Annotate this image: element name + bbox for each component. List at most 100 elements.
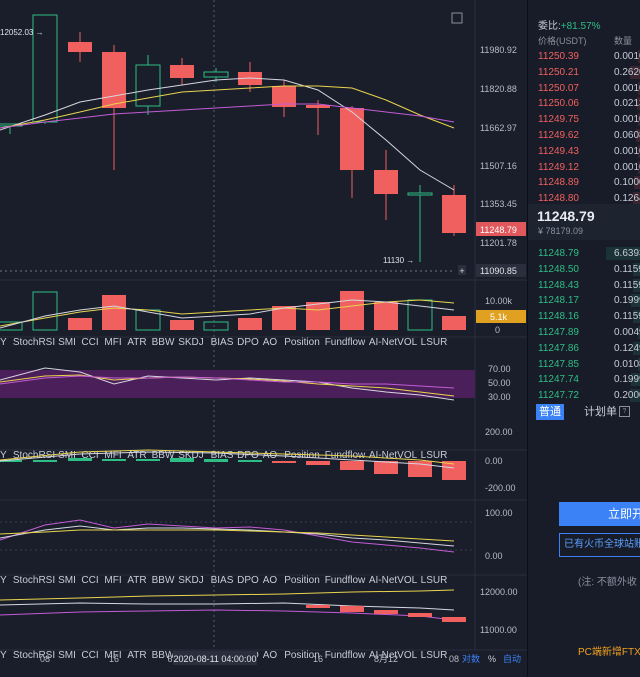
indicator-tab-atr[interactable]: ATR (127, 650, 146, 661)
indicator-tab-dpo[interactable]: DPO (237, 575, 259, 586)
ask-depth-bar (634, 176, 640, 190)
indicator-tab-bbw[interactable]: BBW (152, 337, 175, 348)
bid-row[interactable]: 11248.17 0.1999 (528, 294, 640, 308)
indicator-tab-bias[interactable]: BIAS (211, 450, 234, 461)
huobi-account-notice[interactable]: 已有火币全球站账 (559, 533, 640, 557)
indicator-tab-position[interactable]: Position (284, 337, 320, 348)
indicator-tab-fundflow[interactable]: Fundflow (325, 337, 366, 348)
indicator-tab-ao[interactable]: AO (263, 650, 278, 661)
indicator-tab-bbw[interactable]: BBW (152, 450, 175, 461)
candle-body-up (32, 14, 58, 123)
indicator-tab-cci[interactable]: CCI (81, 650, 98, 661)
panel-divider[interactable] (527, 0, 528, 677)
indicator-tab-atr[interactable]: ATR (127, 337, 146, 348)
indicator-tab-dpo[interactable]: DPO (237, 450, 259, 461)
indicator-tab-lsur[interactable]: LSUR (421, 450, 448, 461)
indicator-tab-lsur[interactable]: LSUR (421, 337, 448, 348)
indicator-tab-position[interactable]: Position (284, 650, 320, 661)
promo-text[interactable]: PC端新增FTX (578, 647, 640, 658)
chart-canvas[interactable]: 11980.92 11820.88 11662.97 11507.16 11353.45… (0, 0, 527, 677)
indicator-tab-stochrsi[interactable]: StochRSI (13, 450, 55, 461)
indicator-tab-bbw[interactable]: BBW (152, 650, 175, 661)
indicator-tab-mfi[interactable]: MFI (104, 575, 121, 586)
percent-scale-toggle[interactable]: % (488, 654, 496, 664)
ask-price: 11250.21 (538, 66, 579, 78)
indicator-tab-stochrsi[interactable]: StochRSI (13, 575, 55, 586)
bid-row[interactable]: 11248.50 0.1159 (528, 262, 640, 276)
indicator-tab-ai-netvol[interactable]: AI-NetVOL (369, 337, 418, 348)
indicator-tab-position[interactable]: Position (284, 575, 320, 586)
indicator-tab-ai-netvol[interactable]: AI-NetVOL (369, 575, 418, 586)
indicator-tab-smi[interactable]: SMI (58, 337, 76, 348)
log-scale-toggle[interactable]: 对数 (462, 653, 480, 664)
indicator-tab-ai-netvol[interactable]: AI-NetVOL (369, 650, 418, 661)
ask-price: 11250.06 (538, 98, 579, 110)
indicator-tab-fundflow[interactable]: Fundflow (325, 650, 366, 661)
indicator-tab-lsur[interactable]: LSUR (421, 575, 448, 586)
indicator-tab-y[interactable]: Y (0, 575, 7, 586)
bid-row[interactable]: 11248.43 0.1159 (528, 278, 640, 292)
ask-row[interactable]: 11250.06 0.0213 (528, 97, 640, 111)
bid-price: 11247.85 (538, 358, 579, 370)
bid-price: 11248.16 (538, 311, 579, 323)
indicator-tab-skdj[interactable]: SKDJ (178, 450, 204, 461)
indicator-tab-mfi[interactable]: MFI (104, 450, 121, 461)
indicator-tab-mfi[interactable]: MFI (104, 337, 121, 348)
indicator-tab-skdj[interactable]: SKDJ (178, 337, 204, 348)
indicator-tab-y[interactable]: Y (0, 337, 7, 348)
indicator-tab-lsur[interactable]: LSUR (421, 650, 448, 661)
indicator-tab-mfi[interactable]: MFI (104, 650, 121, 661)
indicator-tab-ao[interactable]: AO (263, 575, 278, 586)
help-icon[interactable]: ? (619, 406, 630, 417)
bid-row[interactable]: 11247.74 0.1999 (528, 373, 640, 387)
indicator-tab-smi[interactable]: SMI (58, 575, 76, 586)
bid-row[interactable]: 11247.85 0.0108 (528, 357, 640, 371)
indicator-tab-bbw[interactable]: BBW (152, 575, 175, 586)
ask-price: 11249.43 (538, 145, 579, 157)
ask-price: 11249.75 (538, 114, 579, 126)
bid-row[interactable]: 11247.86 0.1249 (528, 341, 640, 355)
date-axis-label: 16 (109, 654, 119, 664)
indicator-tab-fundflow[interactable]: Fundflow (325, 575, 366, 586)
indicator-tab-cci[interactable]: CCI (81, 337, 98, 348)
kdj-k-line (0, 525, 455, 547)
bid-row[interactable]: 11247.89 0.0049 (528, 326, 640, 339)
macd-bar-down (442, 461, 466, 480)
indicator-tab-ao[interactable]: AO (263, 337, 278, 348)
indicator-tab-skdj[interactable]: SKDJ (178, 575, 204, 586)
ask-price: 11250.39 (538, 51, 579, 62)
tab-plan-order[interactable]: 计划单 (584, 406, 617, 418)
indicator-tab-dpo[interactable]: DPO (237, 337, 259, 348)
indicator-tab-cci[interactable]: CCI (81, 575, 98, 586)
bid-row[interactable]: 11248.16 0.1159 (528, 310, 640, 324)
indicator-tab-bias[interactable]: BIAS (211, 337, 234, 348)
open-position-button[interactable]: 立即开 (559, 502, 640, 526)
indicator-tab-stochrsi[interactable]: StochRSI (13, 650, 55, 661)
last-price: 11248.79 (537, 208, 595, 224)
ask-row[interactable]: 11248.89 0.1000 (528, 176, 640, 190)
indicator-tab-atr[interactable]: ATR (127, 575, 146, 586)
indicator-tab-y[interactable]: Y (0, 450, 7, 461)
indicator-tab-smi[interactable]: SMI (58, 650, 76, 661)
ask-row[interactable]: 11248.80 0.1264 (528, 192, 640, 206)
indicator-tab-atr[interactable]: ATR (127, 450, 146, 461)
macd-bar-up (204, 459, 228, 462)
indicator-tab-stochrsi[interactable]: StochRSI (13, 337, 55, 348)
bid-row[interactable]: 11247.72 0.2000 (528, 389, 640, 403)
indicator-tab-bias[interactable]: BIAS (211, 575, 234, 586)
bid-row[interactable]: 11248.79 6.6393 (528, 247, 640, 260)
indicator-tab-y[interactable]: Y (0, 650, 7, 661)
indicator-tab-position[interactable]: Position (284, 450, 320, 461)
ask-row[interactable]: 11250.21 0.2620 (528, 65, 640, 79)
auto-scale-toggle[interactable]: 自动 (503, 653, 521, 664)
tab-normal-order[interactable]: 普通 (536, 404, 564, 420)
indicator-tab-cci[interactable]: CCI (81, 450, 98, 461)
ask-row[interactable]: 11249.62 0.0608 (528, 129, 640, 142)
indicator-tab-ai-netvol[interactable]: AI-NetVOL (369, 450, 418, 461)
kline-chart-area[interactable]: 11980.92 11820.88 11662.97 11507.16 11353.45… (0, 0, 527, 677)
